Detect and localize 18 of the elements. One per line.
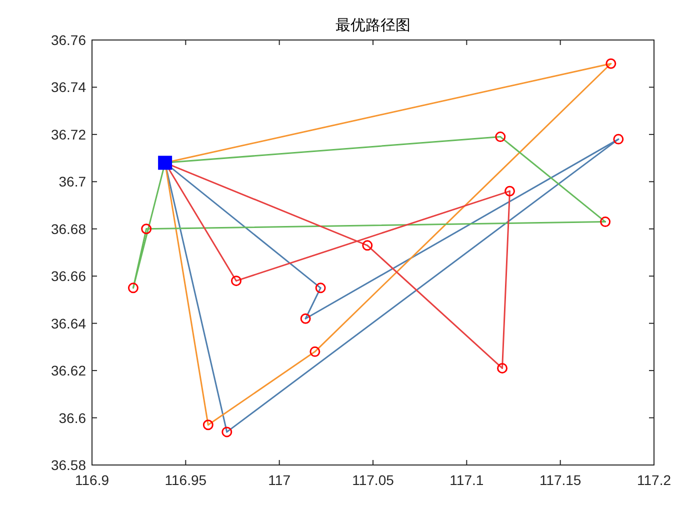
x-tick-label: 117.15 [539, 472, 582, 488]
y-tick-label: 36.72 [50, 126, 86, 142]
y-tick-label: 36.74 [50, 79, 86, 96]
x-tick-label: 116.95 [164, 472, 207, 488]
x-tick-label: 117.1 [450, 472, 484, 488]
x-tick-label: 117 [268, 472, 291, 488]
y-tick-label: 36.76 [50, 32, 86, 48]
x-tick-label: 117.2 [637, 472, 672, 488]
y-tick-label: 36.7 [58, 174, 86, 190]
chart-title: 最优路径图 [336, 17, 410, 34]
y-tick-label: 36.68 [50, 220, 86, 237]
x-tick-label: 117.05 [352, 472, 394, 488]
y-tick-label: 36.64 [50, 315, 86, 332]
y-tick-label: 36.66 [50, 268, 86, 284]
x-tick-label: 116.9 [75, 472, 110, 488]
y-tick-label: 36.62 [50, 362, 86, 379]
y-tick-label: 36.58 [50, 457, 86, 473]
y-tick-label: 36.6 [58, 410, 86, 426]
